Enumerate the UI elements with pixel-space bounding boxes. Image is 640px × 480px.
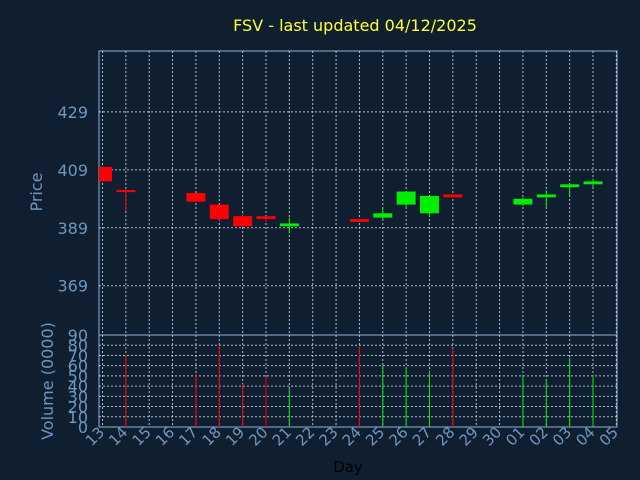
candle-body — [443, 194, 463, 198]
candle-body — [116, 190, 136, 193]
candle-body — [396, 191, 416, 205]
candles — [99, 166, 603, 234]
candle-body — [583, 181, 603, 185]
candle-body — [420, 195, 439, 214]
x-axis-label: Day — [333, 458, 363, 476]
candle-body — [560, 184, 580, 188]
price-panel-frame — [98, 50, 618, 336]
candle-body — [513, 198, 533, 205]
chart-title: FSV - last updated 04/12/2025 — [233, 16, 477, 35]
candle-body — [186, 193, 206, 202]
volume-tick-label: 90 — [68, 326, 88, 345]
volume-axis-label: Volume (0000) — [38, 322, 57, 440]
volume-panel-frame — [98, 334, 618, 428]
candle-body — [349, 219, 369, 222]
candle-body — [209, 204, 229, 220]
candle-body — [256, 216, 276, 220]
volume-tick-label: 60 — [68, 357, 88, 376]
volume-tick-label: 30 — [68, 387, 88, 406]
volume-tick-label: 10 — [68, 408, 88, 427]
volume-tick-label: 50 — [68, 367, 88, 386]
price-tick-label: 389 — [57, 219, 88, 238]
volume-tick-label: 0 — [78, 418, 88, 437]
candle-body — [279, 223, 299, 227]
candle-body — [233, 216, 253, 227]
candle-body — [373, 213, 393, 218]
grid-layer — [99, 51, 617, 427]
price-axis-label: Price — [27, 172, 46, 211]
volume-tick-label: 20 — [68, 398, 88, 417]
volume-tick-label: 80 — [68, 336, 88, 355]
price-tick-label: 369 — [57, 277, 88, 296]
volume-tick-label: 40 — [68, 377, 88, 396]
price-tick-label: 409 — [57, 161, 88, 180]
candle-body — [536, 194, 556, 198]
price-y-ticks: 369 389 409 429 — [57, 103, 88, 296]
volume-bars — [125, 345, 594, 427]
candle-body — [99, 166, 112, 182]
x-ticks: 1314151617181920212223242526272829300102… — [82, 423, 622, 449]
volume-tick-label: 70 — [68, 346, 88, 365]
price-tick-label: 429 — [57, 103, 88, 122]
